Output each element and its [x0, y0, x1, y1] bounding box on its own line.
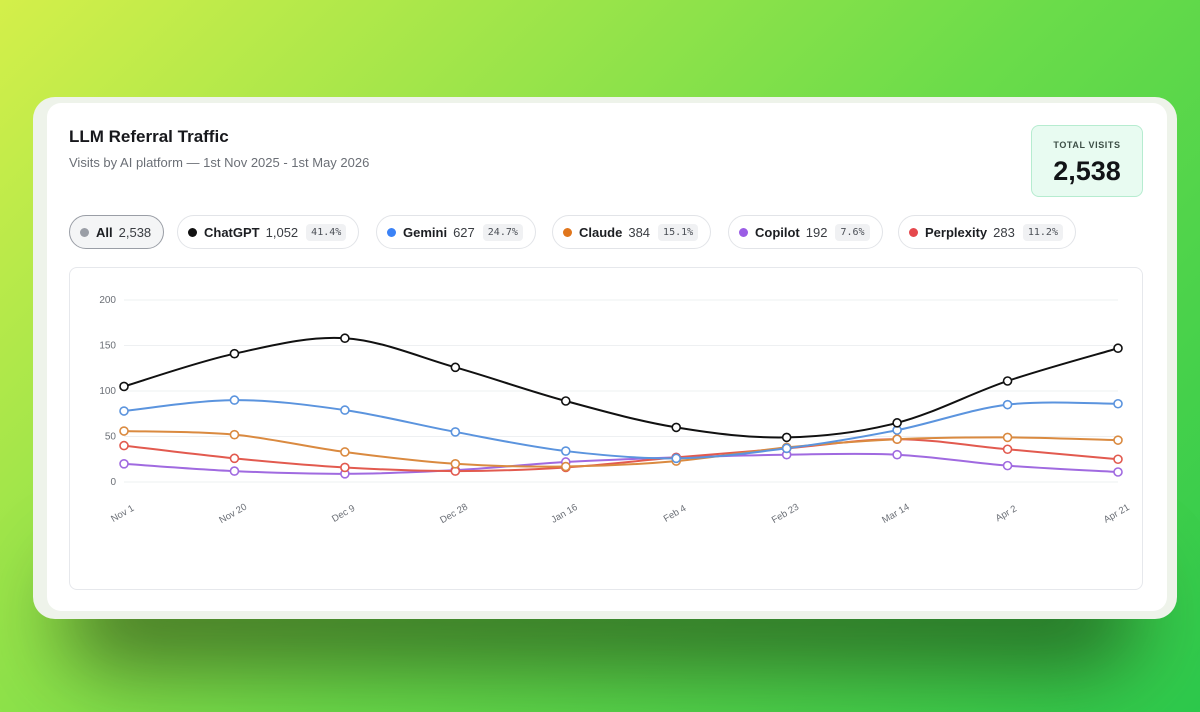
- pill-chatgpt-pct: 41.4%: [306, 223, 347, 241]
- pill-claude-pct: 15.1%: [658, 223, 699, 241]
- line-chart: 0 50 100 150 200 Nov 1 Nov 20 Dec 9 Dec 28 Jan 16…: [99, 295, 1132, 527]
- series-point-perplexity: [1113, 454, 1123, 465]
- series-point-chatgpt: [671, 422, 682, 433]
- series-point-perplexity: [119, 440, 129, 451]
- x-tick-label: Feb 23: [770, 502, 801, 526]
- pill-all-dot: [80, 227, 89, 237]
- pill-claude-dot: [563, 227, 572, 237]
- pill-claude-count: 384: [628, 224, 651, 240]
- series-line-copilot: [123, 452, 1119, 475]
- pill-perplexity-count: 283: [993, 224, 1015, 240]
- series-line-chatgpt: [123, 336, 1119, 439]
- total-visits-label: TOTAL VISITS: [1053, 140, 1121, 150]
- y-tick-label: 50: [105, 432, 117, 443]
- x-tick-label: Feb 4: [662, 503, 689, 525]
- chart-panel: 0 50 100 150 200 Nov 1 Nov 20 Dec 9 Dec 28 Jan 16…: [69, 267, 1143, 590]
- x-tick-label: Mar 14: [880, 502, 911, 526]
- pill-claude[interactable]: Claude 384 15.1%: [552, 215, 712, 249]
- pill-all[interactable]: All 2,538: [69, 215, 165, 249]
- series-point-gemini: [340, 405, 350, 415]
- pill-copilot-dot: [739, 227, 748, 237]
- x-tick-label: Dec 9: [330, 503, 357, 525]
- series-point-copilot: [892, 449, 902, 460]
- series-line-perplexity: [123, 438, 1119, 473]
- series-point-chatgpt: [1002, 376, 1013, 386]
- pill-perplexity-dot: [909, 227, 918, 237]
- series-point-chatgpt: [119, 381, 129, 392]
- card-subtitle: Visits by AI platform — 1st Nov 2025 - 1…: [69, 155, 370, 170]
- series-point-copilot: [119, 459, 129, 469]
- pill-claude-name: Claude: [579, 224, 623, 240]
- series-point-copilot: [229, 466, 240, 476]
- x-tick-label: Apr 21: [1102, 502, 1132, 526]
- x-tick-label: Nov 20: [217, 502, 249, 527]
- series-point-chatgpt: [1113, 343, 1123, 354]
- series-point-claude: [229, 429, 240, 440]
- pill-gemini-count: 627: [453, 224, 475, 240]
- series-point-copilot: [1113, 467, 1123, 477]
- series-point-gemini: [1002, 399, 1013, 410]
- series-point-gemini: [450, 427, 461, 437]
- series-point-claude: [892, 434, 902, 445]
- y-tick-label: 150: [99, 341, 116, 352]
- series-point-claude: [560, 461, 571, 472]
- pill-perplexity-name: Perplexity: [925, 224, 988, 240]
- pill-gemini-name: Gemini: [403, 224, 448, 240]
- series-point-gemini: [119, 406, 129, 416]
- pill-copilot-pct: 7.6%: [835, 223, 870, 241]
- series-point-copilot: [1002, 460, 1013, 471]
- series-point-gemini: [1113, 398, 1123, 409]
- total-visits-value: 2,538: [1053, 156, 1121, 186]
- series-point-chatgpt: [340, 333, 350, 344]
- pill-copilot[interactable]: Copilot 192 7.6%: [728, 215, 883, 249]
- total-visits-box: TOTAL VISITS 2,538: [1031, 125, 1143, 197]
- series-point-claude: [1002, 432, 1013, 443]
- series-point-chatgpt: [781, 432, 792, 443]
- pill-chatgpt-name: ChatGPT: [204, 224, 260, 240]
- pill-all-count: 2,538: [118, 224, 152, 240]
- pill-chatgpt[interactable]: ChatGPT 1,052 41.4%: [177, 215, 360, 249]
- pill-chatgpt-dot: [188, 227, 197, 237]
- pill-perplexity[interactable]: Perplexity 283 11.2%: [898, 215, 1076, 249]
- series-point-chatgpt: [450, 362, 461, 373]
- y-tick-label: 100: [99, 386, 116, 397]
- series-point-chatgpt: [892, 418, 902, 428]
- y-tick-label: 0: [110, 477, 116, 488]
- card-title: LLM Referral Traffic: [69, 127, 229, 146]
- pill-copilot-name: Copilot: [755, 224, 800, 240]
- series-line-claude: [123, 430, 1119, 468]
- series-point-gemini: [671, 453, 682, 464]
- series-line-gemini: [123, 399, 1119, 460]
- traffic-card: LLM Referral Traffic Visits by AI platfo…: [47, 103, 1167, 611]
- series-point-chatgpt: [560, 396, 571, 406]
- series-point-perplexity: [1002, 444, 1013, 455]
- x-tick-label: Dec 28: [438, 502, 470, 527]
- series-point-claude: [1113, 435, 1123, 445]
- series-point-gemini: [229, 395, 240, 405]
- series-point-gemini: [560, 446, 571, 456]
- series-point-perplexity: [340, 462, 350, 473]
- series-point-claude: [450, 459, 461, 469]
- x-tick-label: Nov 1: [109, 503, 136, 525]
- pill-gemini-dot: [387, 227, 396, 237]
- pill-copilot-count: 192: [805, 224, 828, 240]
- series-point-chatgpt: [229, 348, 240, 359]
- pill-perplexity-pct: 11.2%: [1022, 223, 1063, 241]
- series-point-perplexity: [229, 453, 240, 464]
- y-tick-label: 200: [99, 295, 116, 306]
- series-point-claude: [340, 447, 350, 457]
- pill-gemini-pct: 24.7%: [482, 223, 523, 241]
- series-point-claude: [119, 426, 129, 436]
- pill-chatgpt-count: 1,052: [265, 224, 299, 240]
- series-point-gemini: [781, 443, 792, 454]
- pill-gemini[interactable]: Gemini 627 24.7%: [376, 215, 536, 249]
- x-tick-label: Apr 2: [994, 503, 1019, 524]
- pill-all-name: All: [96, 224, 113, 240]
- x-tick-label: Jan 16: [549, 502, 579, 526]
